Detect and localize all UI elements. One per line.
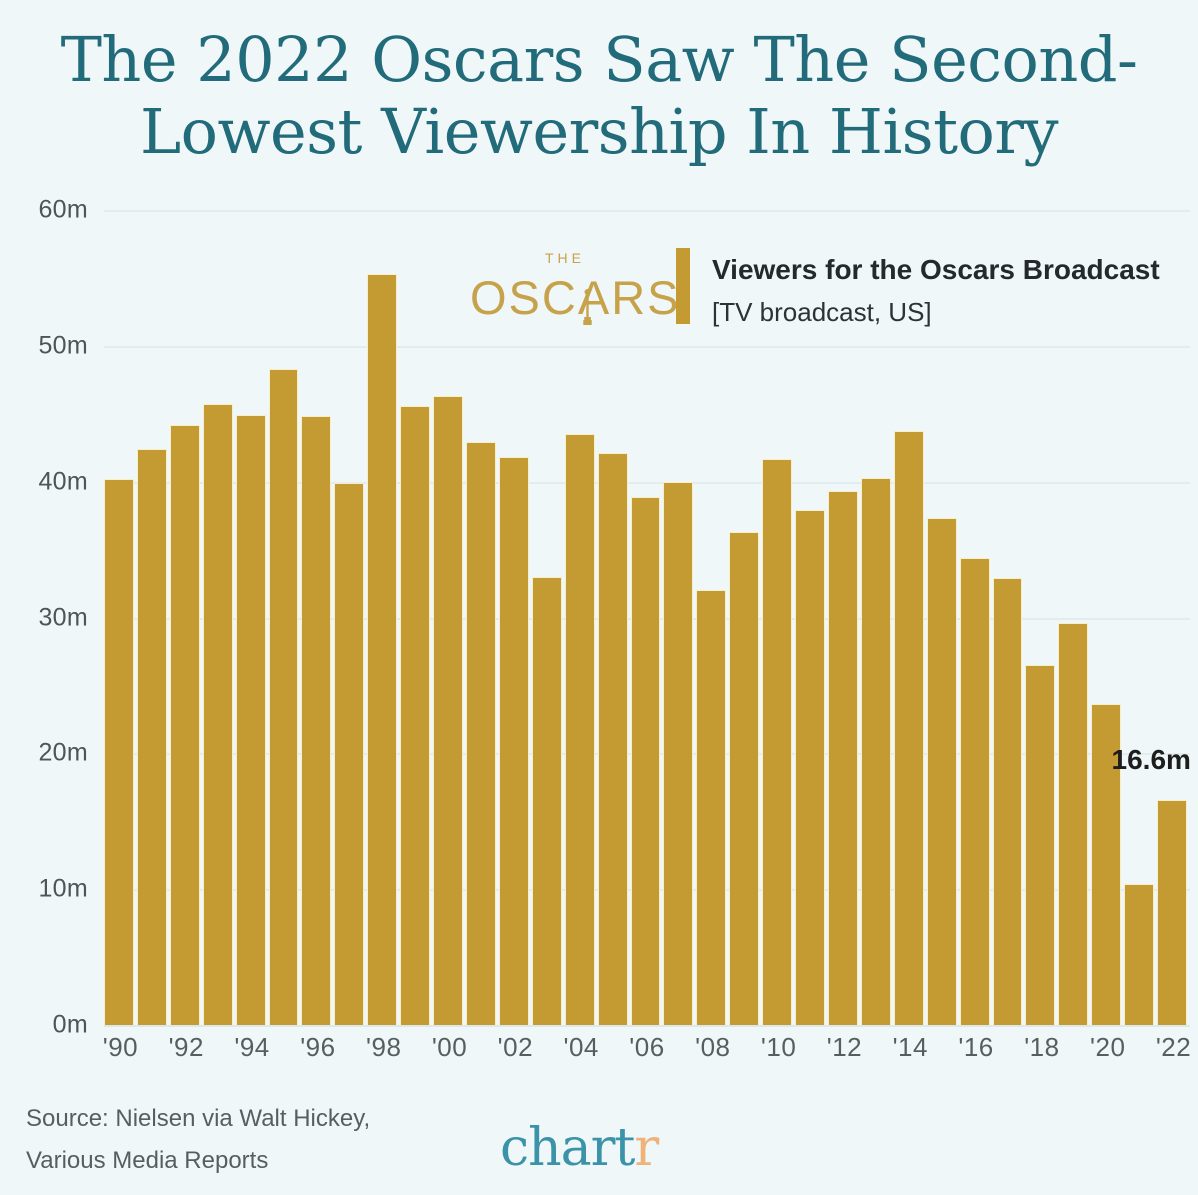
gridline	[104, 345, 1190, 348]
x-axis-tick-label: '12	[826, 1032, 863, 1062]
bar	[531, 576, 562, 1025]
chartr-logo-part2: r	[634, 1118, 659, 1178]
x-axis-tick-label: '10	[760, 1032, 797, 1062]
oscar-statuette-icon	[583, 289, 592, 325]
bar	[268, 368, 299, 1025]
x-axis-tick-label: '02	[497, 1032, 534, 1062]
x-axis-tick-label: '96	[300, 1032, 336, 1062]
bar	[1157, 799, 1187, 1025]
source-note: Source: Nielsen via Walt Hickey, Various…	[26, 1098, 370, 1182]
page-title: The 2022 Oscars Saw The Second- Lowest V…	[0, 24, 1198, 168]
chartr-logo-part1: chart	[500, 1118, 635, 1178]
value-annotation: 16.6m	[1111, 743, 1191, 775]
gridline	[104, 1025, 1190, 1027]
x-axis-tick-label: '18	[1024, 1032, 1060, 1062]
gridline	[104, 481, 1190, 484]
chartr-logo: chartr	[500, 1118, 659, 1178]
y-axis-tick-label: 30m	[38, 603, 88, 631]
oscars-logo-word: OSCARS	[470, 271, 681, 324]
x-axis-tick-label: '90	[102, 1032, 139, 1062]
y-axis-tick-label: 40m	[38, 467, 88, 496]
y-axis-tick-label: 0m	[52, 1010, 88, 1039]
bar	[136, 449, 167, 1025]
bar	[301, 416, 332, 1025]
bar	[992, 578, 1023, 1025]
x-axis-tick-label: '20	[1090, 1032, 1126, 1062]
y-axis-tick-label: 60m	[38, 195, 88, 224]
x-axis-tick-label: '92	[168, 1032, 204, 1062]
bar	[564, 434, 595, 1025]
page-title-line2: Lowest Viewership In History	[139, 95, 1059, 168]
plot-area: 16.6m	[104, 210, 1191, 1025]
bar	[1091, 704, 1122, 1025]
oscars-logo-the: THE	[545, 250, 585, 266]
legend: Viewers for the Oscars Broadcast [TV bro…	[676, 248, 1160, 330]
bar	[104, 478, 134, 1025]
bar	[926, 518, 957, 1025]
source-line-2: Various Media Reports	[26, 1147, 269, 1174]
chart-container: 0m 10m 20m 30m 40m 50m 60m 16.6m '90'92'94'96 '…	[0, 196, 1198, 1090]
bar	[828, 491, 858, 1025]
bar	[466, 442, 496, 1025]
oscars-logo: THE OSCARS	[470, 250, 681, 334]
legend-series-label: Viewers for the Oscars Broadcast	[712, 254, 1160, 285]
y-axis: 0m 10m 20m 30m 40m 50m 60m	[0, 196, 100, 1090]
bar	[1058, 622, 1089, 1025]
bar	[334, 483, 365, 1025]
y-axis-tick-label: 20m	[38, 738, 88, 767]
bar	[433, 396, 463, 1025]
x-axis-tick-label: '98	[366, 1032, 402, 1062]
x-axis: '90 '92 '94 '96 '98 '00 '02 '04 '06 '08 '10 '12 '14 '…	[102, 1032, 1192, 1082]
bar	[1124, 883, 1155, 1025]
bar	[630, 496, 661, 1025]
bar	[860, 477, 891, 1025]
bar	[795, 510, 825, 1025]
bar	[893, 431, 924, 1025]
x-axis-tick-label: '94	[234, 1032, 270, 1062]
legend-text-group: Viewers for the Oscars Broadcast [TV bro…	[712, 248, 1160, 330]
bar	[1025, 665, 1056, 1025]
x-axis-tick-label: '08	[695, 1032, 731, 1062]
y-axis-tick-label: 10m	[38, 874, 88, 903]
bar	[729, 531, 760, 1025]
legend-color-swatch	[676, 248, 690, 324]
bar	[202, 404, 233, 1025]
x-axis-tick-label: '14	[892, 1032, 928, 1062]
x-axis-tick-label: '06	[629, 1032, 665, 1062]
x-axis-tick-label: '04	[563, 1032, 599, 1062]
page-title-line1: The 2022 Oscars Saw The Second-	[60, 23, 1138, 96]
gridline	[104, 210, 1190, 212]
bar	[169, 424, 200, 1025]
y-axis-tick-label: 50m	[38, 331, 88, 360]
x-axis-tick-label: '00	[431, 1032, 468, 1062]
source-line-1: Source: Nielsen via Walt Hickey,	[26, 1105, 371, 1132]
legend-series-sublabel: [TV broadcast, US]	[712, 297, 932, 327]
x-axis-tick-label: '16	[958, 1032, 994, 1062]
x-axis-tick-label: '22	[1155, 1032, 1192, 1062]
bar	[400, 405, 431, 1025]
bar	[597, 453, 628, 1025]
bar	[235, 415, 266, 1025]
bar	[959, 557, 990, 1025]
bar	[367, 273, 398, 1025]
bar	[663, 481, 694, 1025]
bar	[498, 457, 529, 1025]
bar	[696, 590, 727, 1025]
bar	[762, 458, 793, 1025]
